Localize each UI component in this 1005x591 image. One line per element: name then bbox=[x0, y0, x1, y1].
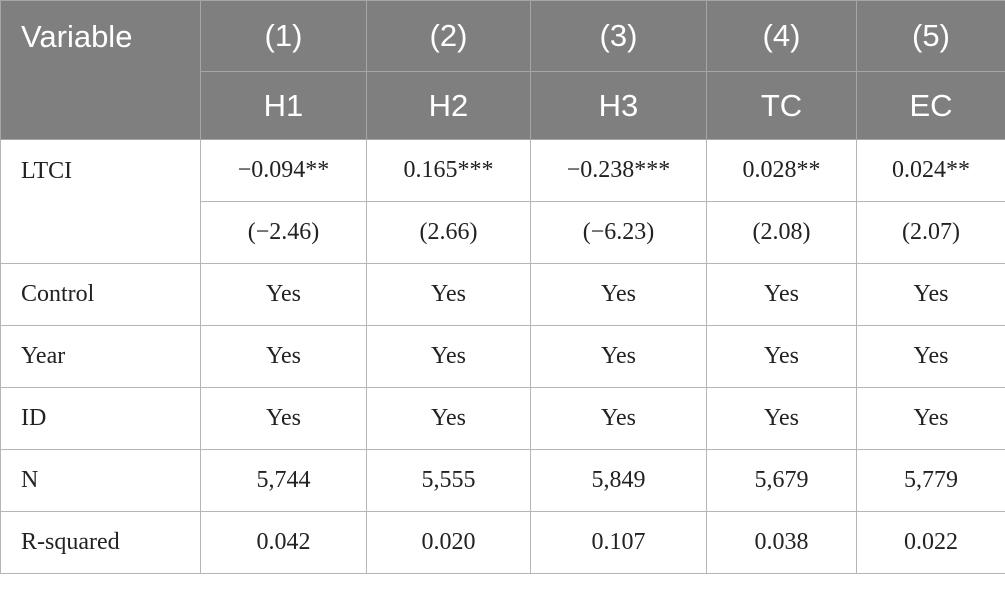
header-cell: H2 bbox=[366, 71, 531, 140]
row-label: Year bbox=[0, 325, 201, 388]
table-cell: Yes bbox=[366, 325, 531, 388]
table-cell: −0.094** bbox=[200, 139, 367, 202]
header-cell: (5) bbox=[856, 0, 1005, 72]
table-cell: Yes bbox=[200, 387, 367, 450]
table-cell: Yes bbox=[530, 325, 707, 388]
table-cell: (−2.46) bbox=[200, 201, 367, 264]
table-cell: Yes bbox=[200, 325, 367, 388]
table-cell: (2.07) bbox=[856, 201, 1005, 264]
header-cell: H3 bbox=[530, 71, 707, 140]
table-row: Year Yes Yes Yes Yes Yes bbox=[0, 325, 1005, 388]
table-cell: Yes bbox=[856, 263, 1005, 326]
table-cell: (2.08) bbox=[706, 201, 857, 264]
table-row: Control Yes Yes Yes Yes Yes bbox=[0, 263, 1005, 326]
table-cell: 5,679 bbox=[706, 449, 857, 512]
row-label: Variable bbox=[0, 0, 201, 140]
table-cell: 0.038 bbox=[706, 511, 857, 574]
table-cell: Yes bbox=[530, 263, 707, 326]
table-cell: Yes bbox=[366, 387, 531, 450]
table-cell: 5,744 bbox=[200, 449, 367, 512]
table-cell: 0.042 bbox=[200, 511, 367, 574]
table-header: Variable (1) (2) (3) (4) (5) H1 H2 H3 TC EC bbox=[0, 0, 1005, 140]
row-label: Control bbox=[0, 263, 201, 326]
table-cell: (2.66) bbox=[366, 201, 531, 264]
table-cell: Yes bbox=[706, 387, 857, 450]
row-label: ID bbox=[0, 387, 201, 450]
row-label: R-squared bbox=[0, 511, 201, 574]
table-row: ID Yes Yes Yes Yes Yes bbox=[0, 387, 1005, 450]
table-cell: Yes bbox=[530, 387, 707, 450]
table-cell: Yes bbox=[706, 325, 857, 388]
table-row: Variable (1) (2) (3) (4) (5) bbox=[0, 0, 1005, 140]
table-cell: 0.028** bbox=[706, 139, 857, 202]
header-cell: (3) bbox=[530, 0, 707, 72]
table-cell: 5,849 bbox=[530, 449, 707, 512]
table-cell: Yes bbox=[856, 325, 1005, 388]
header-cell: (1) bbox=[200, 0, 367, 72]
table-cell: Yes bbox=[856, 387, 1005, 450]
table-cell: −0.238*** bbox=[530, 139, 707, 202]
table-cell: (−6.23) bbox=[530, 201, 707, 264]
table-row: H1 H2 H3 TC EC bbox=[1, 71, 1005, 140]
table-cell: 0.020 bbox=[366, 511, 531, 574]
table-cell: 5,555 bbox=[366, 449, 531, 512]
table-cell: 0.022 bbox=[856, 511, 1005, 574]
table-cell: 0.024** bbox=[856, 139, 1005, 202]
table-row: N 5,744 5,555 5,849 5,679 5,779 bbox=[0, 449, 1005, 512]
row-label: LTCI bbox=[0, 139, 201, 264]
row-label: N bbox=[0, 449, 201, 512]
header-cell: H1 bbox=[200, 71, 367, 140]
table-row: R-squared 0.042 0.020 0.107 0.038 0.022 bbox=[0, 511, 1005, 574]
table-cell: 0.107 bbox=[530, 511, 707, 574]
table-cell: Yes bbox=[200, 263, 367, 326]
table-row: LTCI −0.094** 0.165*** −0.238*** 0.028** 0.02… bbox=[0, 139, 1005, 264]
results-table: Variable (1) (2) (3) (4) (5) H1 H2 H3 TC EC LTCI −0… bbox=[0, 0, 1005, 574]
header-cell: (2) bbox=[366, 0, 531, 72]
header-cell: (4) bbox=[706, 0, 857, 72]
table-cell: 0.165*** bbox=[366, 139, 531, 202]
table-cell: Yes bbox=[366, 263, 531, 326]
table-cell: 5,779 bbox=[856, 449, 1005, 512]
header-cell: EC bbox=[856, 71, 1005, 140]
table-cell: Yes bbox=[706, 263, 857, 326]
table-body: LTCI −0.094** 0.165*** −0.238*** 0.028** 0.02… bbox=[0, 139, 1005, 574]
header-cell: TC bbox=[706, 71, 857, 140]
